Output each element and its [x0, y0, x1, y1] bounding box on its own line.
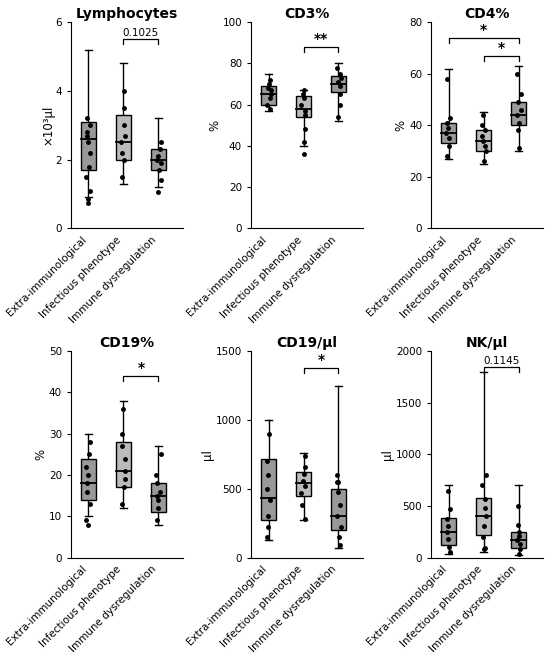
Y-axis label: %: %: [35, 449, 47, 460]
Bar: [296, 472, 311, 496]
Y-axis label: %: %: [394, 120, 408, 131]
Bar: [331, 488, 346, 530]
Text: **: **: [314, 32, 328, 46]
Bar: [441, 518, 456, 545]
Bar: [441, 123, 456, 143]
Text: 0.1025: 0.1025: [123, 28, 159, 38]
Text: *: *: [317, 353, 324, 367]
Title: NK/μl: NK/μl: [466, 336, 508, 350]
Y-axis label: %: %: [208, 120, 221, 131]
Text: *: *: [498, 40, 505, 55]
Bar: [261, 459, 276, 520]
Title: CD19/μl: CD19/μl: [277, 336, 338, 350]
Bar: [151, 149, 166, 170]
Text: *: *: [480, 22, 487, 36]
Bar: [476, 498, 491, 535]
Bar: [476, 130, 491, 151]
Bar: [261, 86, 276, 104]
Text: *: *: [138, 361, 145, 375]
Bar: [81, 459, 96, 500]
Y-axis label: ×10³μl: ×10³μl: [41, 105, 54, 145]
Bar: [116, 115, 131, 160]
Title: Lymphocytes: Lymphocytes: [76, 7, 178, 21]
Y-axis label: μl: μl: [201, 449, 214, 460]
Bar: [151, 483, 166, 512]
Bar: [81, 122, 96, 170]
Bar: [116, 442, 131, 487]
Y-axis label: μl: μl: [382, 449, 394, 460]
Bar: [331, 76, 346, 93]
Title: CD19%: CD19%: [100, 336, 155, 350]
Text: 0.1145: 0.1145: [483, 356, 519, 366]
Title: CD4%: CD4%: [464, 7, 510, 21]
Title: CD3%: CD3%: [284, 7, 329, 21]
Bar: [512, 531, 526, 548]
Bar: [512, 102, 526, 126]
Bar: [296, 97, 311, 117]
